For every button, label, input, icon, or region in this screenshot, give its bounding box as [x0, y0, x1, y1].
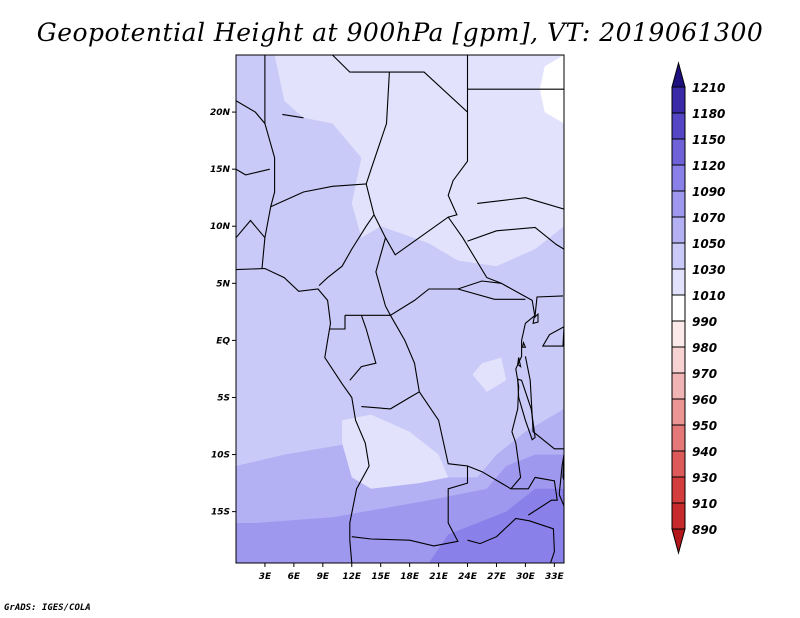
y-tick-label: EQ: [216, 336, 230, 346]
border-line-24: [477, 197, 564, 210]
colorbar-bottom-triangle: [671, 528, 686, 555]
colorbar-box: [671, 138, 686, 166]
lake-2: [541, 326, 564, 347]
border-line-7: [329, 315, 346, 330]
chart-title: Geopotential Height at 900hPa [gpm], VT:…: [36, 18, 764, 47]
x-tick-label: 30E: [516, 572, 536, 582]
colorbar-label: 980: [692, 341, 717, 355]
border-line-15: [510, 476, 558, 516]
colorbar-label: 950: [692, 419, 717, 433]
colorbar-box: [671, 476, 686, 504]
colorbar-top-triangle: [671, 61, 686, 88]
y-tick-label: 10S: [211, 451, 230, 461]
y-tick-label: 20N: [210, 108, 231, 118]
border-line-13: [524, 356, 564, 450]
colorbar-box: [671, 190, 686, 218]
x-tick-label: 6E: [288, 572, 301, 582]
y-tick-label: 15S: [211, 508, 230, 518]
x-tick-label: 9E: [317, 572, 330, 582]
x-tick-label: 21E: [429, 572, 449, 582]
lake-4: [521, 340, 527, 348]
colorbar-box: [671, 450, 686, 478]
colorbar-label: 1070: [692, 211, 725, 225]
colorbar-label: 1090: [692, 185, 725, 199]
border-line-3: [270, 183, 375, 287]
lake-3: [517, 357, 522, 368]
colorbar-label: 1210: [692, 81, 725, 95]
colorbar-label: 1050: [692, 237, 725, 251]
x-tick-label: 12E: [342, 572, 362, 582]
x-tick-label: 24E: [458, 572, 478, 582]
field-patch-1: [472, 357, 507, 392]
border-line-27: [236, 100, 266, 124]
colorbar-box: [671, 268, 686, 296]
border-line-14: [467, 517, 555, 563]
map-frame: [235, 54, 565, 564]
border-line-23: [467, 226, 564, 250]
colorbar-box: [671, 294, 686, 322]
colorbar-label: 1030: [692, 263, 725, 277]
border-line-20: [332, 55, 352, 73]
colorbar-box: [671, 346, 686, 374]
colorbar-box: [671, 424, 686, 452]
border-line-22: [457, 288, 526, 300]
border-line-21: [282, 113, 304, 119]
border-line-8: [349, 315, 377, 381]
field-1010-1030: [274, 55, 564, 267]
field-patch-3: [236, 55, 285, 124]
colorbar-label: 940: [692, 445, 717, 459]
border-line-10: [351, 391, 469, 547]
colorbar-label: 930: [692, 471, 717, 485]
colorbar-box: [671, 164, 686, 192]
colorbar-box: [671, 320, 686, 348]
border-line-0: [236, 267, 370, 563]
colorbar-label: 990: [692, 315, 717, 329]
x-tick-label: 33E: [545, 572, 565, 582]
border-line-26: [236, 168, 270, 176]
colorbar-label: 1010: [692, 289, 725, 303]
colorbar-label: 960: [692, 393, 717, 407]
border-line-5: [375, 237, 502, 317]
colorbar-box: [671, 86, 686, 114]
colorbar-label: 890: [692, 523, 717, 537]
colorbar: 890 910 930 940 950 960 970 980 990 1010 1030 1050 1…: [671, 61, 725, 555]
colorbar-box: [671, 242, 686, 270]
field-1090-1120: [428, 488, 564, 563]
x-tick-label: 18E: [400, 572, 420, 582]
x-axis: 3E 6E 9E 12E 15E 18E 21E 24E 27E 30E 33E: [259, 563, 565, 582]
grads-credit: GrADS: IGES/COLA: [4, 603, 91, 613]
y-tick-label: 5N: [216, 279, 230, 289]
x-tick-label: 27E: [487, 572, 507, 582]
colorbar-label: 1150: [692, 133, 725, 147]
y-tick-label: 10N: [210, 222, 231, 232]
colorbar-box: [671, 112, 686, 140]
colorbar-label: 1180: [692, 107, 725, 121]
colorbar-box: [671, 372, 686, 400]
x-tick-label: 3E: [259, 572, 272, 582]
lake-5: [532, 312, 539, 325]
y-tick-label: 15N: [210, 165, 231, 175]
y-axis: 20N 15N 10N 5N EQ 5S 10S 15S: [210, 108, 236, 518]
lake-1: [562, 454, 564, 482]
y-tick-label: 5S: [217, 393, 230, 403]
border-line-1: [558, 454, 564, 507]
colorbar-label: 970: [692, 367, 717, 381]
colorbar-box: [671, 502, 686, 530]
colorbar-box: [671, 216, 686, 244]
colorbar-label: 910: [692, 497, 717, 511]
field-patch-2: [342, 414, 449, 489]
x-tick-label: 15E: [371, 572, 391, 582]
border-line-4: [373, 214, 536, 318]
country-borders: [236, 55, 564, 563]
lake-0: [517, 378, 536, 441]
border-line-25: [236, 219, 266, 239]
colorbar-label: 1120: [692, 159, 725, 173]
colorbar-box: [671, 398, 686, 426]
